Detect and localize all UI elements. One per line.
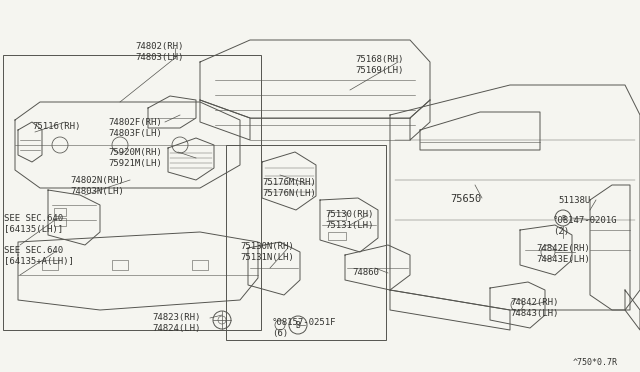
Bar [54, 218, 66, 226]
Bar [3, 55, 261, 330]
Text: 75130N(RH)
75131N(LH): 75130N(RH) 75131N(LH) [240, 242, 294, 262]
Text: 75176M(RH)
75176N(LH): 75176M(RH) 75176N(LH) [262, 178, 316, 198]
Text: 74842E(RH)
74843E(LH): 74842E(RH) 74843E(LH) [536, 244, 589, 264]
Text: 75920M(RH)
75921M(LH): 75920M(RH) 75921M(LH) [108, 148, 162, 168]
Text: SEE SEC.640
[64135+A(LH)]: SEE SEC.640 [64135+A(LH)] [4, 246, 74, 266]
Text: 74802F(RH)
74803F(LH): 74802F(RH) 74803F(LH) [108, 118, 162, 138]
Text: 74860: 74860 [352, 268, 379, 277]
Text: 75130(RH)
75131(LH): 75130(RH) 75131(LH) [325, 210, 373, 230]
Bar [112, 260, 128, 270]
Text: 75650: 75650 [450, 194, 481, 204]
Text: 75116(RH): 75116(RH) [32, 122, 81, 131]
Text: ^750*0.7R: ^750*0.7R [573, 358, 618, 367]
Text: 51138U: 51138U [558, 196, 590, 205]
Bar [328, 232, 346, 240]
Bar [226, 145, 386, 340]
Text: B: B [296, 321, 300, 330]
Text: 74842(RH)
74843(LH): 74842(RH) 74843(LH) [510, 298, 558, 318]
Text: 74823(RH)
74824(LH): 74823(RH) 74824(LH) [152, 313, 200, 333]
Text: °08147-0201G
(2): °08147-0201G (2) [553, 216, 618, 236]
Text: B: B [561, 215, 565, 221]
Bar [54, 208, 66, 216]
Text: SEE SEC.640
[64135(LH)]: SEE SEC.640 [64135(LH)] [4, 214, 63, 234]
Bar [192, 260, 208, 270]
Text: 74802N(RH)
74803N(LH): 74802N(RH) 74803N(LH) [70, 176, 124, 196]
Text: 74802(RH)
74803(LH): 74802(RH) 74803(LH) [135, 42, 184, 62]
Text: 75168(RH)
75169(LH): 75168(RH) 75169(LH) [355, 55, 403, 75]
Bar [42, 260, 58, 270]
Text: °08157-0251F
(6): °08157-0251F (6) [272, 318, 337, 338]
Bar [328, 212, 346, 220]
